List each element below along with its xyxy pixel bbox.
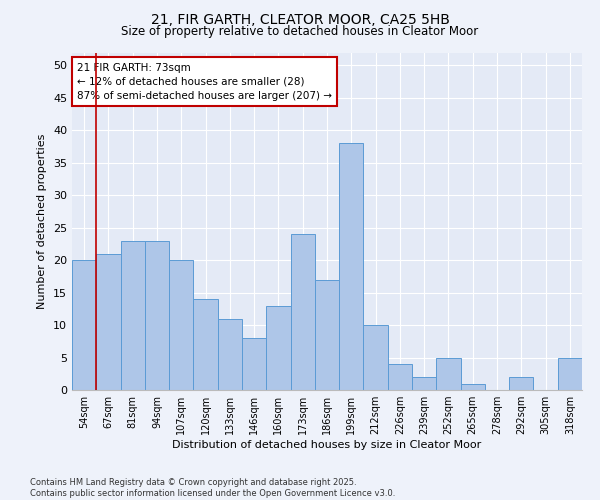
Bar <box>169 260 193 390</box>
Bar <box>388 364 412 390</box>
Bar <box>461 384 485 390</box>
Y-axis label: Number of detached properties: Number of detached properties <box>37 134 47 309</box>
X-axis label: Distribution of detached houses by size in Cleator Moor: Distribution of detached houses by size … <box>172 440 482 450</box>
Bar <box>266 306 290 390</box>
Bar <box>96 254 121 390</box>
Bar <box>436 358 461 390</box>
Bar <box>121 240 145 390</box>
Text: Contains HM Land Registry data © Crown copyright and database right 2025.
Contai: Contains HM Land Registry data © Crown c… <box>30 478 395 498</box>
Bar <box>315 280 339 390</box>
Bar <box>290 234 315 390</box>
Bar <box>242 338 266 390</box>
Bar <box>193 299 218 390</box>
Text: 21, FIR GARTH, CLEATOR MOOR, CA25 5HB: 21, FIR GARTH, CLEATOR MOOR, CA25 5HB <box>151 12 449 26</box>
Bar <box>558 358 582 390</box>
Bar <box>72 260 96 390</box>
Bar <box>145 240 169 390</box>
Bar <box>339 144 364 390</box>
Bar <box>218 318 242 390</box>
Text: Size of property relative to detached houses in Cleator Moor: Size of property relative to detached ho… <box>121 25 479 38</box>
Bar <box>412 377 436 390</box>
Bar <box>509 377 533 390</box>
Text: 21 FIR GARTH: 73sqm
← 12% of detached houses are smaller (28)
87% of semi-detach: 21 FIR GARTH: 73sqm ← 12% of detached ho… <box>77 62 332 100</box>
Bar <box>364 325 388 390</box>
